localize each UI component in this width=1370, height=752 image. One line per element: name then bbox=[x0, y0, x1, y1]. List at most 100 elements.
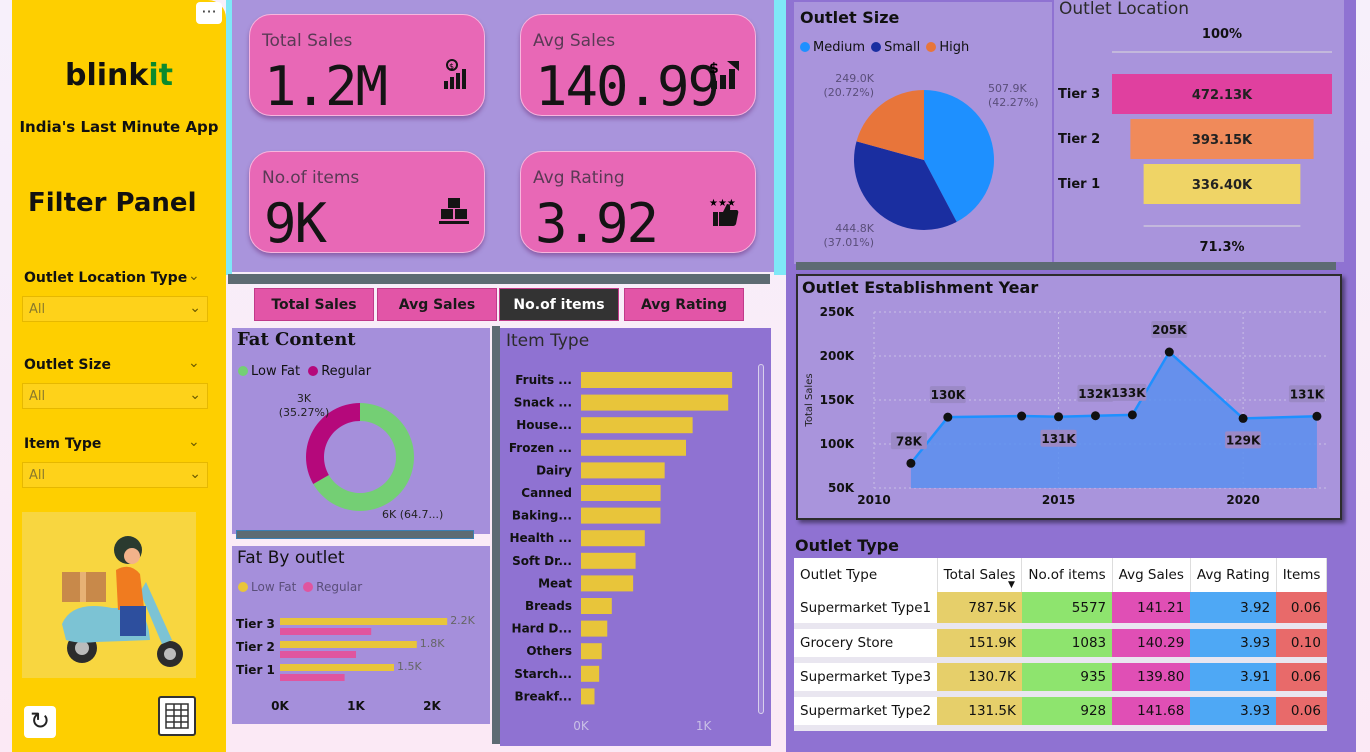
data-label: 205K bbox=[1152, 323, 1187, 337]
chart-title: Fat By outlet bbox=[237, 548, 345, 568]
data-label: 130K bbox=[931, 388, 966, 402]
more-options-button[interactable]: ··· bbox=[196, 2, 222, 24]
bar bbox=[581, 485, 661, 501]
boxes-icon bbox=[438, 196, 470, 235]
kpi-value: 3.92 bbox=[535, 192, 659, 255]
category-label: Snack ... bbox=[514, 396, 572, 410]
dropdown-value: All bbox=[29, 389, 46, 404]
bar bbox=[581, 417, 693, 434]
outlet-size-panel: Outlet Size Medium Small High 507.9K (42.… bbox=[794, 2, 1052, 264]
category-label: Tier 3 bbox=[1058, 87, 1100, 102]
category-label: Tier 1 bbox=[1058, 177, 1100, 192]
table-row: Supermarket Type1 787.5K 5577 141.21 3.92 0.0… bbox=[794, 592, 1327, 629]
bar bbox=[581, 688, 595, 705]
category-label: Fruits ... bbox=[515, 373, 572, 387]
reset-filters-button[interactable]: ↻ bbox=[24, 706, 56, 738]
kpi-value: 1.2M bbox=[264, 55, 388, 118]
table-cell: 141.68 bbox=[1112, 694, 1191, 731]
y-tick-label: 250K bbox=[820, 305, 855, 319]
chevron-down-icon[interactable]: ⌄ bbox=[188, 434, 200, 450]
tab-no-of-items[interactable]: No.of items bbox=[499, 288, 619, 321]
data-label: 6K (64.7...) bbox=[382, 508, 443, 521]
filter-panel-title: Filter Panel bbox=[28, 188, 197, 218]
bar bbox=[581, 643, 602, 660]
tab-avg-sales[interactable]: Avg Sales bbox=[377, 288, 497, 321]
x-tick-label: 0K bbox=[573, 719, 590, 733]
data-label: 131K bbox=[1041, 432, 1076, 446]
item-type-frame bbox=[492, 326, 500, 744]
y-axis-label: Total Sales bbox=[804, 373, 815, 427]
x-tick-label: 2015 bbox=[1042, 493, 1075, 507]
item-type-dropdown[interactable]: All ⌄ bbox=[22, 462, 208, 488]
bar bbox=[581, 530, 645, 547]
tab-avg-rating[interactable]: Avg Rating bbox=[624, 288, 744, 321]
bar bbox=[581, 394, 729, 411]
data-point bbox=[1054, 412, 1064, 422]
kpi-label: No.of items bbox=[262, 168, 360, 188]
fat-by-outlet-panel: Fat By outlet Low Fat Regular Tier 3 2.2K… bbox=[232, 546, 490, 724]
kpi-frame-left bbox=[226, 0, 232, 275]
data-label: 249.0K bbox=[835, 72, 874, 85]
table-cell: 151.9K bbox=[937, 626, 1022, 663]
category-label: Others bbox=[526, 644, 572, 658]
data-label: 132K bbox=[1078, 387, 1113, 401]
data-label: (35.27%) bbox=[279, 406, 330, 419]
x-tick-label: 1K bbox=[347, 699, 365, 713]
table-cell: 3.93 bbox=[1190, 694, 1277, 731]
kpi-label: Avg Rating bbox=[533, 168, 625, 188]
data-label: 78K bbox=[896, 434, 923, 448]
table-cell: 0.06 bbox=[1276, 694, 1327, 731]
data-label: 129K bbox=[1226, 433, 1261, 447]
category-label: Tier 1 bbox=[236, 663, 275, 677]
table-cell: 3.92 bbox=[1190, 592, 1277, 629]
data-label: 131K bbox=[1290, 387, 1325, 401]
legend-label: Medium bbox=[813, 40, 865, 55]
bar bbox=[581, 372, 733, 388]
outlet-location-dropdown[interactable]: All ⌄ bbox=[22, 296, 208, 322]
category-label: Soft Dr... bbox=[512, 554, 572, 568]
sales-growth-icon: $ bbox=[440, 59, 470, 98]
column-header[interactable]: Avg Sales bbox=[1112, 558, 1191, 592]
tab-total-sales[interactable]: Total Sales bbox=[254, 288, 374, 321]
category-label: Tier 3 bbox=[236, 617, 275, 631]
kpi-label: Avg Sales bbox=[533, 31, 616, 51]
chevron-down-icon[interactable]: ⌄ bbox=[188, 268, 200, 284]
x-tick-label: 0K bbox=[271, 699, 289, 713]
category-label: Baking... bbox=[512, 509, 572, 523]
chart-title: Outlet Establishment Year bbox=[802, 278, 1039, 297]
delivery-illustration bbox=[22, 512, 196, 678]
item-type-scrollbar[interactable] bbox=[758, 364, 764, 714]
donut-slice-regular bbox=[306, 403, 360, 484]
table-cell: 141.21 bbox=[1112, 592, 1191, 629]
kpi-label: Total Sales bbox=[262, 31, 353, 51]
column-header[interactable]: No.of items bbox=[1021, 558, 1113, 592]
legend-label: Low Fat bbox=[251, 580, 297, 594]
logo-accent-text: it bbox=[148, 58, 173, 93]
bar-low-fat bbox=[280, 641, 417, 648]
category-label: House... bbox=[516, 418, 572, 432]
bar-low-fat bbox=[280, 664, 394, 671]
pie-slice-small bbox=[854, 141, 957, 231]
fat-content-scrollbar[interactable] bbox=[236, 530, 474, 539]
column-header[interactable]: Total Sales bbox=[937, 558, 1023, 592]
sort-descending-icon[interactable]: ▼ bbox=[1008, 580, 1015, 590]
table-cell: 140.29 bbox=[1112, 626, 1191, 663]
kpi-value: 140.99 bbox=[535, 55, 720, 118]
data-label: 444.8K bbox=[835, 222, 874, 235]
table-cell: 935 bbox=[1021, 660, 1113, 697]
column-header[interactable]: Outlet Type bbox=[794, 558, 938, 592]
column-header[interactable]: Avg Rating bbox=[1190, 558, 1277, 592]
table-cell: Supermarket Type2 bbox=[794, 694, 938, 731]
legend-label: High bbox=[939, 40, 970, 55]
column-header[interactable]: Items bbox=[1276, 558, 1328, 592]
data-point bbox=[1312, 411, 1322, 421]
chevron-down-icon[interactable]: ⌄ bbox=[188, 355, 200, 371]
bar bbox=[581, 439, 687, 456]
legend-label: Low Fat bbox=[251, 364, 301, 379]
outlet-size-dropdown[interactable]: All ⌄ bbox=[22, 383, 208, 409]
chevron-down-icon: ⌄ bbox=[189, 300, 201, 316]
legend-swatch-medium bbox=[800, 42, 810, 52]
data-point bbox=[1090, 411, 1100, 421]
chart-title: Fat Content bbox=[237, 329, 356, 350]
report-notes-icon[interactable] bbox=[158, 696, 196, 736]
